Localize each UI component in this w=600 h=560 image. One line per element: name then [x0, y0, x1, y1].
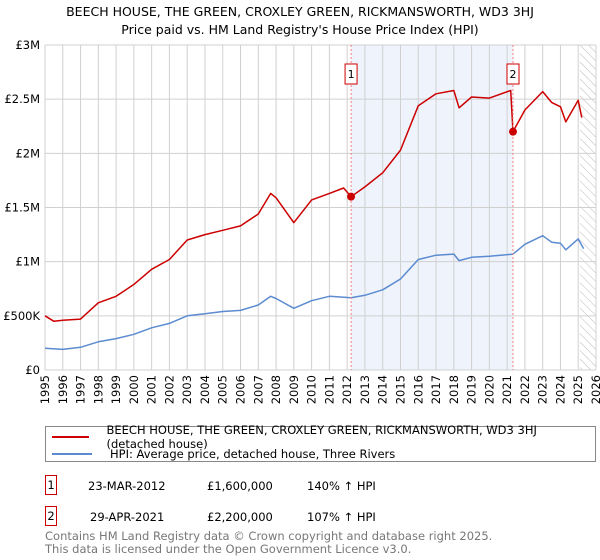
sale-marker-label: 1 — [348, 68, 355, 81]
x-tick-label: 2023 — [536, 375, 550, 404]
legend-item-property: BEECH HOUSE, THE GREEN, CROXLEY GREEN, R… — [52, 423, 595, 451]
x-tick-label: 2001 — [145, 375, 159, 404]
transaction-row: 2 29-APR-2021 £2,200,000 107% ↑ HPI — [45, 506, 545, 528]
y-tick-label: £3M — [15, 38, 40, 52]
x-tick-label: 2004 — [198, 375, 212, 404]
y-tick-label: £1.5M — [4, 201, 40, 215]
x-tick-label: 2026 — [589, 375, 600, 404]
x-tick-label: 2015 — [393, 375, 407, 404]
x-tick-label: 2017 — [429, 375, 443, 404]
transaction-date: 23-MAR-2012 — [88, 479, 166, 493]
x-tick-label: 2013 — [358, 375, 372, 404]
sale-point — [508, 127, 517, 136]
y-tick-label: £500K — [3, 309, 40, 323]
x-tick-label: 2016 — [411, 375, 425, 404]
x-tick-label: 2005 — [216, 375, 230, 404]
x-tick-label: 2025 — [571, 375, 585, 404]
sale-marker-box — [506, 63, 520, 85]
x-tick-label: 1995 — [38, 375, 52, 404]
x-tick-label: 2010 — [305, 375, 319, 404]
y-tick-label: £0 — [25, 363, 40, 377]
transaction-date: 29-APR-2021 — [90, 510, 165, 524]
transaction-price: £1,600,000 — [207, 479, 273, 493]
legend: BEECH HOUSE, THE GREEN, CROXLEY GREEN, R… — [45, 423, 596, 462]
sale-point — [347, 192, 356, 201]
sale-marker-box — [344, 63, 358, 85]
x-tick-label: 2022 — [518, 375, 532, 404]
x-tick-label: 2024 — [553, 375, 567, 404]
x-tick-label: 2007 — [251, 375, 265, 404]
x-tick-label: 1998 — [91, 375, 105, 404]
property-price-line — [44, 89, 583, 323]
x-tick-label: 2021 — [500, 375, 514, 404]
sale-marker-label: 2 — [509, 68, 516, 81]
y-tick-label: £2M — [15, 146, 40, 160]
legend-swatch-hpi — [52, 453, 92, 455]
chart-subtitle: Price paid vs. HM Land Registry's House … — [121, 22, 479, 37]
transaction-hpi: 107% ↑ HPI — [307, 510, 376, 524]
x-tick-label: 2011 — [322, 375, 336, 404]
transaction-badge: 1 — [45, 475, 57, 495]
x-tick-label: 2020 — [482, 375, 496, 404]
footer-licence: This data is licensed under the Open Gov… — [45, 542, 412, 556]
x-tick-label: 2014 — [376, 375, 390, 404]
legend-swatch-property — [52, 436, 89, 438]
transaction-badge: 2 — [45, 506, 57, 526]
x-tick-label: 2002 — [162, 375, 176, 404]
x-tick-label: 2006 — [234, 375, 248, 404]
y-tick-label: £2.5M — [4, 92, 40, 106]
x-tick-label: 2009 — [287, 375, 301, 404]
x-tick-label: 2018 — [447, 375, 461, 404]
footer-copyright: Contains HM Land Registry data © Crown c… — [45, 529, 493, 543]
x-tick-label: 2012 — [340, 375, 354, 404]
x-tick-label: 2008 — [269, 375, 283, 404]
x-tick-label: 1997 — [74, 375, 88, 404]
chart-title: BEECH HOUSE, THE GREEN, CROXLEY GREEN, R… — [66, 4, 534, 19]
x-tick-label: 2003 — [180, 375, 194, 404]
x-tick-label: 1999 — [109, 375, 123, 404]
footer: Contains HM Land Registry data © Crown c… — [45, 530, 492, 556]
x-tick-label: 2019 — [465, 375, 479, 404]
transaction-hpi: 140% ↑ HPI — [307, 479, 376, 493]
hpi-line — [44, 234, 585, 351]
legend-label-property: BEECH HOUSE, THE GREEN, CROXLEY GREEN, R… — [106, 423, 537, 451]
legend-label-hpi: HPI: Average price, detached house, Thre… — [110, 447, 396, 461]
transaction-row: 1 23-MAR-2012 £1,600,000 140% ↑ HPI — [45, 475, 545, 497]
transaction-price: £2,200,000 — [207, 510, 273, 524]
x-tick-label: 2000 — [127, 375, 141, 404]
y-tick-label: £1M — [15, 255, 40, 269]
legend-item-hpi: HPI: Average price, detached house, Thre… — [52, 446, 395, 462]
x-tick-label: 1996 — [56, 375, 70, 404]
